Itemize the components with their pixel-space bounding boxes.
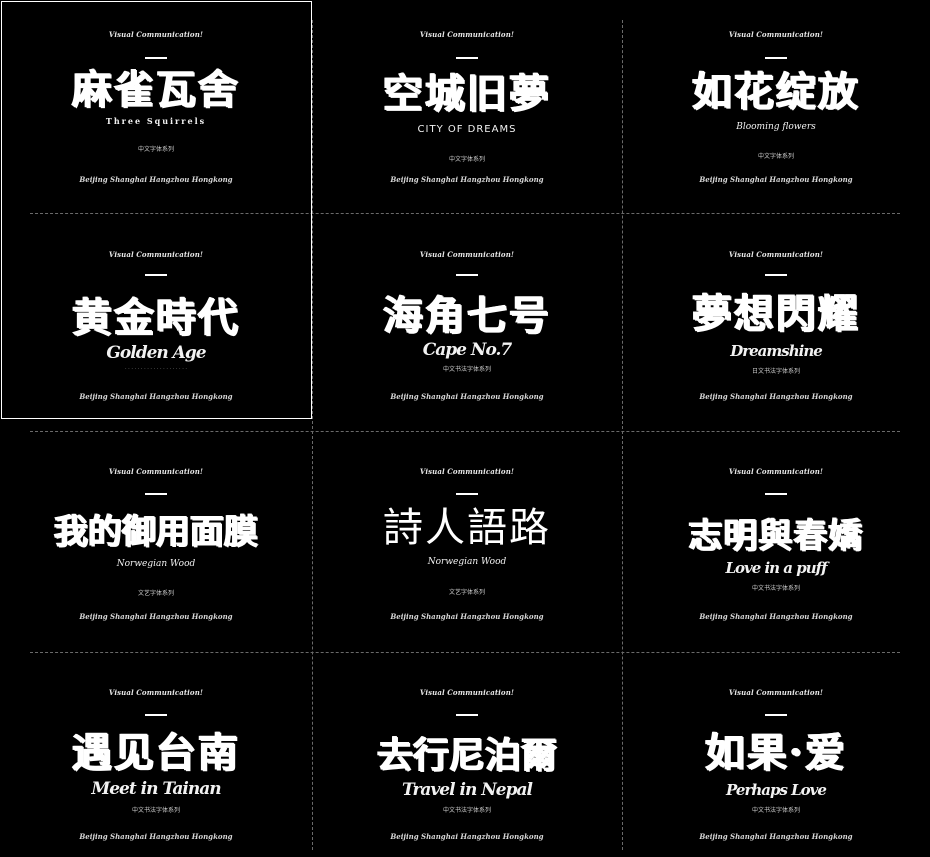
cities-line: Beijing Shanghai Hangzhou Hongkong — [390, 175, 544, 184]
series-label: 中文书法字体系列 — [442, 807, 491, 814]
series-label: 中文书法字体系列 — [442, 366, 491, 373]
poster-card[interactable]: Visual Communication! 黄金時代 Golden Age · … — [0, 214, 312, 431]
cities-line: Beijing Shanghai Hangzhou Hongkong — [699, 175, 853, 184]
poster-card[interactable]: Visual Communication! 我的御用面膜 Norwegian W… — [0, 432, 312, 652]
poster-card[interactable]: Visual Communication! 麻雀瓦舍 Three Squirre… — [0, 0, 312, 213]
poster-card[interactable]: Visual Communication! 海角七号 Cape No.7 中文书… — [312, 214, 622, 431]
column-divider — [622, 20, 623, 850]
divider-rule — [456, 57, 478, 59]
poster-subtitle: Norwegian Wood — [427, 557, 507, 567]
poster-card[interactable]: Visual Communication! 詩人語路 Norwegian Woo… — [312, 432, 622, 652]
cities-line: Beijing Shanghai Hangzhou Hongkong — [79, 392, 233, 401]
series-label: 文艺字体系列 — [448, 589, 485, 596]
series-label: 中文书法字体系列 — [751, 585, 800, 592]
selection-frame — [1, 1, 312, 419]
series-label: 中文书法字体系列 — [751, 807, 800, 814]
tagline: Visual Communication! — [728, 30, 824, 39]
poster-subtitle: Dreamshine — [730, 342, 823, 360]
divider-rule — [765, 57, 787, 59]
poster-card[interactable]: Visual Communication! 夢想閃耀 Dreamshine 日文… — [622, 214, 930, 431]
divider-rule — [145, 274, 167, 276]
poster-title: 夢想閃耀 — [692, 290, 860, 337]
series-label: 日文书法字体系列 — [751, 368, 800, 375]
divider-rule — [765, 274, 787, 276]
fine-print: · · · · · · · · · · · · · · · · · · · · — [125, 366, 187, 372]
poster-subtitle: Blooming flowers — [736, 122, 816, 132]
divider-rule — [456, 493, 478, 495]
divider-rule — [145, 57, 167, 59]
cities-line: Beijing Shanghai Hangzhou Hongkong — [390, 392, 544, 401]
cities-line: Beijing Shanghai Hangzhou Hongkong — [390, 832, 544, 841]
poster-title: 去行尼泊爾 — [376, 734, 557, 776]
poster-card[interactable]: Visual Communication! 如花绽放 Blooming flow… — [622, 0, 930, 213]
poster-subtitle: Cape No.7 — [422, 340, 513, 360]
cities-line: Beijing Shanghai Hangzhou Hongkong — [79, 832, 233, 841]
poster-title: 遇见台南 — [72, 729, 240, 776]
tagline: Visual Communication! — [728, 467, 824, 476]
poster-subtitle: Three Squirrels — [105, 116, 207, 126]
tagline: Visual Communication! — [419, 30, 515, 39]
row-divider — [30, 213, 900, 214]
divider-rule — [765, 493, 787, 495]
tagline: Visual Communication! — [108, 30, 204, 39]
cities-line: Beijing Shanghai Hangzhou Hongkong — [390, 612, 544, 621]
column-divider — [312, 20, 313, 850]
tagline: Visual Communication! — [108, 250, 204, 259]
tagline: Visual Communication! — [419, 250, 515, 259]
divider-rule — [456, 274, 478, 276]
poster-title: 空城旧夢 — [383, 70, 551, 117]
series-label: 中文字体系列 — [137, 146, 174, 153]
poster-title: 黄金時代 — [72, 294, 240, 341]
divider-rule — [145, 493, 167, 495]
tagline: Visual Communication! — [108, 467, 204, 476]
poster-subtitle: Norwegian Wood — [116, 559, 196, 569]
tagline: Visual Communication! — [728, 688, 824, 697]
poster-title: 如花绽放 — [692, 68, 860, 115]
poster-title: 海角七号 — [383, 292, 551, 339]
row-divider — [30, 431, 900, 432]
poster-card[interactable]: Visual Communication! 如果·爱 Perhaps Love … — [622, 653, 930, 857]
poster-card[interactable]: Visual Communication! 空城旧夢 CITY OF DREAM… — [312, 0, 622, 213]
series-label: 文艺字体系列 — [137, 590, 174, 597]
divider-rule — [145, 714, 167, 716]
poster-title: 詩人語路 — [383, 505, 551, 551]
tagline: Visual Communication! — [728, 250, 824, 259]
poster-subtitle: Travel in Nepal — [402, 780, 533, 800]
tagline: Visual Communication! — [419, 688, 515, 697]
poster-subtitle: Meet in Tainan — [91, 779, 221, 799]
poster-subtitle: Love in a puff — [725, 559, 827, 577]
poster-title: 如果·爱 — [705, 729, 847, 776]
poster-subtitle: Golden Age — [106, 343, 206, 363]
poster-title: 麻雀瓦舍 — [72, 66, 240, 113]
poster-title: 我的御用面膜 — [54, 512, 258, 552]
cities-line: Beijing Shanghai Hangzhou Hongkong — [699, 392, 853, 401]
poster-title: 志明與春嬌 — [688, 516, 864, 556]
series-label: 中文字体系列 — [757, 153, 794, 160]
series-label: 中文书法字体系列 — [131, 807, 180, 814]
divider-rule — [765, 714, 787, 716]
tagline: Visual Communication! — [419, 467, 515, 476]
series-label: 中文字体系列 — [448, 156, 485, 163]
poster-card[interactable]: Visual Communication! 去行尼泊爾 Travel in Ne… — [312, 653, 622, 857]
cities-line: Beijing Shanghai Hangzhou Hongkong — [699, 832, 853, 841]
cities-line: Beijing Shanghai Hangzhou Hongkong — [79, 612, 233, 621]
poster-card[interactable]: Visual Communication! 遇见台南 Meet in Taina… — [0, 653, 312, 857]
tagline: Visual Communication! — [108, 688, 204, 697]
poster-card[interactable]: Visual Communication! 志明與春嬌 Love in a pu… — [622, 432, 930, 652]
poster-subtitle: Perhaps Love — [726, 781, 827, 799]
divider-rule — [456, 714, 478, 716]
cities-line: Beijing Shanghai Hangzhou Hongkong — [79, 175, 233, 184]
cities-line: Beijing Shanghai Hangzhou Hongkong — [699, 612, 853, 621]
poster-subtitle: CITY OF DREAMS — [417, 124, 517, 135]
row-divider — [30, 652, 900, 653]
